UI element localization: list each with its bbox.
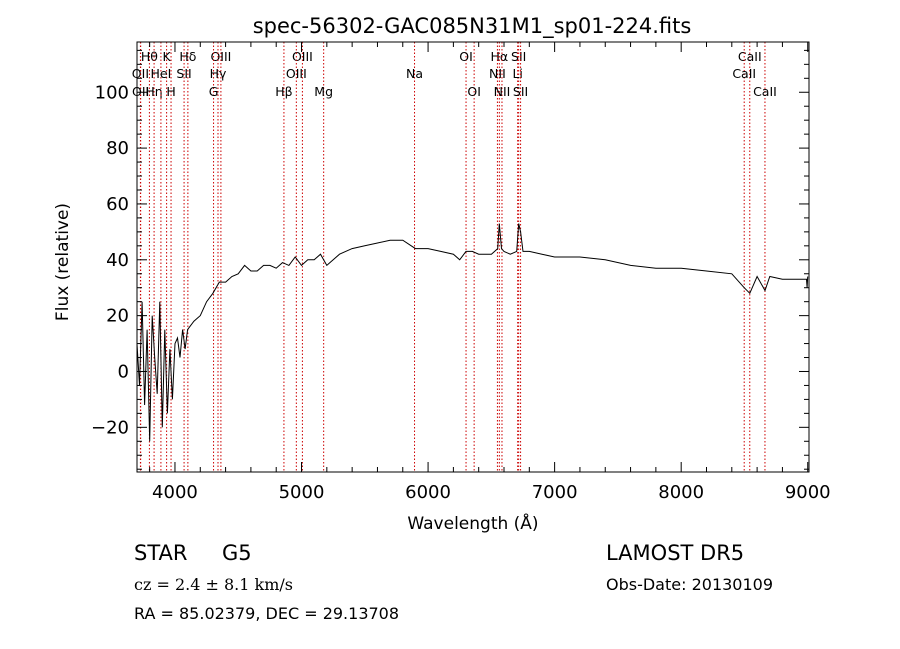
x-tick-label: 4000 xyxy=(152,482,198,503)
object-class: STAR xyxy=(134,541,188,565)
line-id-label: OIII xyxy=(292,49,313,64)
spectrum-layer xyxy=(136,223,809,442)
object-subclass: G5 xyxy=(222,541,252,565)
y-axis-label: Flux (relative) xyxy=(53,203,73,321)
line-id-label: SII xyxy=(176,66,191,81)
line-id-label: CaII xyxy=(753,84,777,99)
line-id-label: NII xyxy=(494,84,511,99)
y-tick-label: 20 xyxy=(106,306,129,327)
line-id-label: K xyxy=(163,49,172,64)
line-id-label: OIII xyxy=(286,66,307,81)
x-tick-label: 6000 xyxy=(405,482,451,503)
y-tick-label: 40 xyxy=(106,250,129,271)
line-id-label: OI xyxy=(459,49,473,64)
line-id-label: Hβ xyxy=(275,84,292,99)
line-id-label: Hθ xyxy=(141,49,158,64)
line-id-label: SII xyxy=(513,84,528,99)
line-id-label: Hδ xyxy=(179,49,196,64)
line-id-label: Mg xyxy=(314,84,333,99)
x-tick-label: 7000 xyxy=(532,482,578,503)
y-tick-label: 80 xyxy=(106,138,129,159)
line-id-label: Na xyxy=(406,66,423,81)
x-tick-label: 5000 xyxy=(279,482,325,503)
line-id-label: Hα xyxy=(491,49,509,64)
line-id-label: Li xyxy=(512,66,522,81)
line-id-label: OIII xyxy=(210,49,231,64)
observation-date: Obs-Date: 20130109 xyxy=(606,575,774,594)
y-tick-label: −20 xyxy=(91,417,129,438)
line-id-label: H xyxy=(166,84,175,99)
axis-layer: 4000 5000 6000 7000 8000 9000 −20 0 20 40 60 80 100 xyxy=(91,42,831,503)
line-id-label: NII xyxy=(489,66,506,81)
y-tick-label: 60 xyxy=(106,194,129,215)
survey-name: LAMOST DR5 xyxy=(606,541,745,565)
plot-frame xyxy=(136,41,810,473)
line-id-label: Hγ xyxy=(210,66,227,81)
line-id-label: CaII xyxy=(738,49,762,64)
y-tick-label: 0 xyxy=(118,361,129,382)
x-axis-label: Wavelength (Å) xyxy=(407,512,538,534)
spectrum-line xyxy=(136,223,809,442)
line-id-label: OI xyxy=(467,84,481,99)
line-id-label: G xyxy=(209,84,219,99)
x-tick-label: 8000 xyxy=(658,482,704,503)
line-id-label: CaII xyxy=(732,66,756,81)
ra-dec-coordinates: RA = 85.02379, DEC = 29.13708 xyxy=(134,604,400,623)
line-id-label: Hη xyxy=(145,84,162,99)
line-id-label: HeI xyxy=(151,66,172,81)
line-id-label: OII xyxy=(132,84,149,99)
x-tick-label: 9000 xyxy=(785,482,831,503)
line-id-label: SII xyxy=(511,49,526,64)
chart-title: spec-56302-GAC085N31M1_sp01-224.fits xyxy=(253,14,692,39)
redshift-cz: cz = 2.4 ± 8.1 km/s xyxy=(134,575,293,594)
y-tick-label: 100 xyxy=(95,82,129,103)
